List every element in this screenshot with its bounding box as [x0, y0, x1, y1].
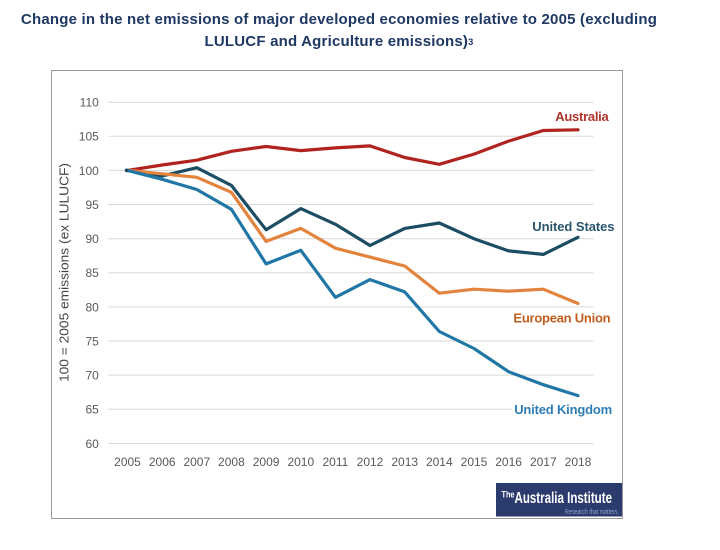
svg-text:2015: 2015	[461, 455, 488, 469]
svg-text:80: 80	[85, 300, 99, 314]
svg-text:70: 70	[85, 369, 99, 383]
svg-text:2014: 2014	[426, 455, 453, 469]
svg-text:The: The	[502, 490, 515, 500]
svg-text:75: 75	[85, 334, 99, 348]
svg-text:2010: 2010	[287, 455, 314, 469]
svg-text:100 = 2005 emissions (ex LULUC: 100 = 2005 emissions (ex LULUCF)	[56, 163, 71, 382]
svg-text:Research that matters.: Research that matters.	[565, 509, 619, 516]
svg-text:2008: 2008	[218, 455, 245, 469]
svg-text:2011: 2011	[322, 455, 348, 469]
svg-text:85: 85	[85, 266, 99, 280]
svg-text:United States: United States	[532, 219, 614, 234]
svg-text:2013: 2013	[391, 455, 418, 469]
svg-text:2018: 2018	[565, 455, 592, 469]
svg-text:Australia: Australia	[555, 109, 609, 124]
svg-text:2009: 2009	[253, 455, 280, 469]
svg-text:Australia Institute: Australia Institute	[515, 490, 613, 507]
svg-text:60: 60	[85, 437, 99, 451]
svg-text:2006: 2006	[149, 455, 176, 469]
svg-text:105: 105	[79, 130, 99, 144]
svg-text:2005: 2005	[114, 455, 141, 469]
svg-text:2012: 2012	[357, 455, 384, 469]
svg-text:65: 65	[85, 403, 99, 417]
svg-text:100: 100	[79, 164, 99, 178]
svg-text:European Union: European Union	[513, 310, 610, 325]
svg-text:2007: 2007	[183, 455, 210, 469]
svg-text:2017: 2017	[530, 455, 557, 469]
svg-text:110: 110	[80, 96, 99, 110]
svg-text:2016: 2016	[495, 455, 522, 469]
svg-text:95: 95	[85, 198, 99, 212]
svg-text:United Kingdom: United Kingdom	[514, 402, 612, 417]
svg-text:90: 90	[85, 232, 99, 246]
